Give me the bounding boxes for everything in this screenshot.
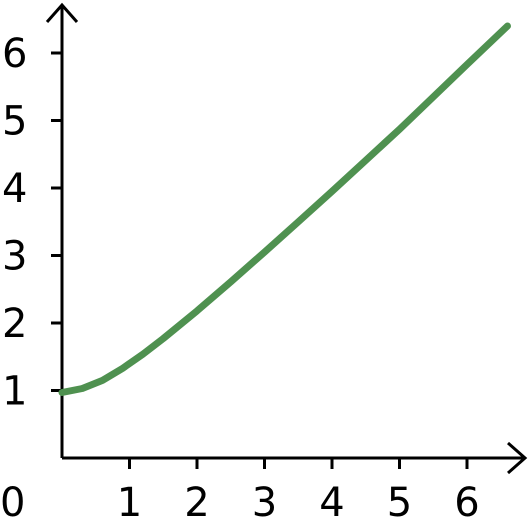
y-tick-label: 4: [2, 166, 27, 212]
y-tick-label: 6: [2, 31, 27, 77]
x-tick-label: 2: [184, 480, 209, 526]
y-tick-label: 2: [2, 301, 27, 347]
y-tick-label: 3: [2, 234, 27, 280]
series-line: [58, 22, 511, 396]
y-axis-arrowhead: [45, 2, 79, 23]
x-tick-label: 4: [319, 480, 344, 526]
x-tick-label: 5: [387, 480, 412, 526]
x-tick-label: 1: [117, 480, 142, 526]
y-tick-label: 5: [2, 99, 27, 145]
y-tick-label: 1: [2, 369, 27, 415]
x-tick-label: 6: [454, 480, 479, 526]
y-ticks: 1 2 3 4 5 6: [2, 31, 62, 415]
axes: [45, 2, 528, 475]
x-tick-label: 3: [252, 480, 277, 526]
x-axis-arrowhead: [507, 441, 528, 475]
origin-label: 0: [0, 480, 25, 526]
